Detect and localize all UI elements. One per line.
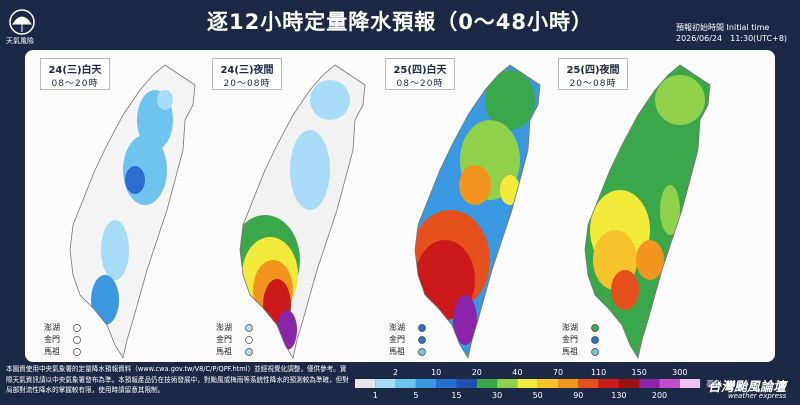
legend-swatch	[476, 379, 498, 388]
panel-label: 24(三)白天 08～20時	[40, 58, 110, 90]
island-dot	[418, 348, 426, 356]
logo-umbrella	[12, 16, 32, 32]
island-dot	[73, 336, 81, 344]
legend-lower: 130	[611, 391, 626, 400]
panel-date: 24(三)白天	[48, 65, 102, 76]
island-label: 馬祖	[389, 347, 405, 356]
legend-swatch	[395, 379, 416, 388]
island-label: 澎湖	[389, 323, 405, 332]
island-label: 澎湖	[562, 323, 578, 332]
legend-upper: 2	[393, 368, 398, 377]
legend-swatch	[578, 379, 599, 388]
panel-area	[25, 50, 775, 362]
legend-lower: 50	[533, 391, 543, 400]
panel-date: 24(三)夜間	[220, 65, 274, 76]
island-label: 馬祖	[44, 347, 60, 356]
legend-swatch	[436, 379, 457, 388]
legend-upper: 70	[553, 368, 563, 377]
panel-date: 25(四)夜間	[566, 65, 620, 76]
legend-upper: 20	[472, 368, 482, 377]
legend-swatch	[497, 379, 518, 388]
panel-hours: 08～20時	[396, 79, 444, 89]
legend-swatch	[456, 379, 477, 388]
footer-note: 本圖資使用中央氣象署的定量降水預報資料（www.cwa.gov.tw/V8/C/…	[6, 365, 349, 394]
panel-label: 25(四)夜間 20～08時	[558, 58, 628, 90]
island-label: 馬祖	[562, 347, 578, 356]
legend-swatch	[659, 379, 680, 388]
legend-lower: 15	[451, 391, 461, 400]
island-dot	[245, 348, 253, 356]
panel-label: 24(三)夜間 20～08時	[212, 58, 282, 90]
island-dot	[591, 324, 599, 332]
island-label: 金門	[389, 335, 405, 344]
panel-hours: 08～20時	[51, 79, 99, 89]
panel-date: 25(四)白天	[393, 65, 447, 76]
init-time: 2026/06/24 11:30(UTC+8)	[676, 34, 788, 43]
legend-swatch	[355, 379, 376, 388]
island-dot	[245, 336, 253, 344]
island-dot	[73, 324, 81, 332]
legend-upper: 10	[431, 368, 441, 377]
legend-swatch	[415, 379, 437, 388]
brand: 台灣颱風論壇	[708, 380, 787, 395]
init-label: 預報初始時間 Initial time	[676, 23, 770, 32]
legend-upper: 110	[591, 368, 606, 377]
logo-icon	[9, 9, 35, 35]
legend-lower: 200	[652, 391, 667, 400]
panel-hours: 20～08時	[569, 79, 617, 89]
legend-swatch	[598, 379, 619, 388]
legend-upper: 300	[672, 368, 687, 377]
island-dot	[418, 324, 426, 332]
island-dot	[591, 348, 599, 356]
legend-lower: 90	[573, 391, 583, 400]
legend-swatch	[517, 379, 538, 388]
island-label: 馬祖	[216, 347, 232, 356]
legend-swatch	[639, 379, 660, 388]
legend-upper: 40	[512, 368, 522, 377]
island-dot	[245, 324, 253, 332]
brand-en: weather express	[728, 392, 787, 400]
legend-swatch	[558, 379, 579, 388]
island-label: 金門	[44, 335, 60, 344]
island-label: 澎湖	[44, 323, 60, 332]
panel-hours: 20～08時	[223, 79, 271, 89]
island-dot	[73, 348, 81, 356]
legend-swatch	[375, 379, 396, 388]
legend-swatch	[537, 379, 558, 388]
legend-upper: 150	[632, 368, 647, 377]
island-label: 澎湖	[216, 323, 232, 332]
legend-unit: 毫米	[706, 379, 722, 389]
island-label: 金門	[562, 335, 578, 344]
legend-lower: 5	[413, 391, 418, 400]
panel-label: 25(四)白天 08～20時	[385, 58, 455, 90]
island-dot	[591, 336, 599, 344]
logo-text: 天氣風險	[6, 37, 34, 45]
legend-swatch	[618, 379, 640, 388]
island-label: 金門	[216, 335, 232, 344]
legend-swatch	[679, 379, 701, 388]
island-dot	[418, 336, 426, 344]
legend-lower: 1	[373, 391, 378, 400]
title: 逐12小時定量降水預報（0～48小時）	[206, 10, 594, 34]
legend-lower: 30	[492, 391, 502, 400]
